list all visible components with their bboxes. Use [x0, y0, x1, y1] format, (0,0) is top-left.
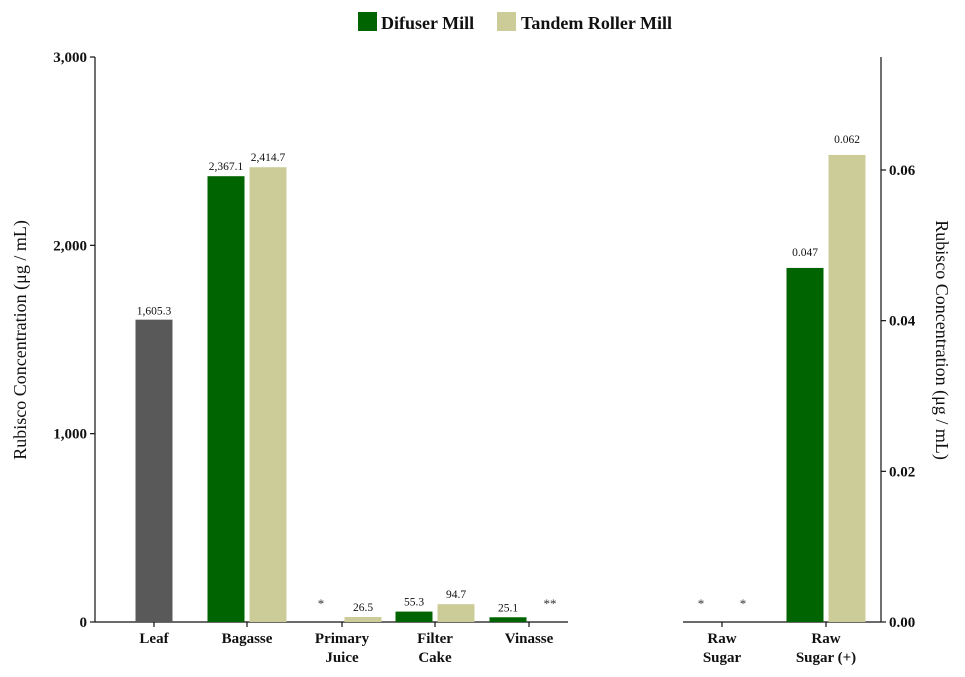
- data-label-bagasse-tandem-roller-mill: 2,414.7: [251, 152, 286, 164]
- category-label-filter-cake: Filter Cake: [417, 631, 453, 666]
- right-y-tick-label: 0.02: [889, 464, 915, 480]
- category-label-leaf: Leaf: [139, 631, 169, 647]
- right-y-tick-label: 0.00: [889, 615, 915, 631]
- data-label-raw-sugar-tandem-roller-mill: 0.062: [834, 134, 860, 146]
- category-label-raw-sugar: Raw Sugar (+): [796, 631, 856, 666]
- bar-raw-sugar-tandem-roller-mill: [828, 154, 866, 622]
- left-y-axis-title: Rubisco Concentration (μg / mL): [10, 220, 31, 460]
- bar-bagasse-difuser-mill: [207, 176, 245, 622]
- data-label-leaf: 1,605.3: [137, 306, 172, 318]
- bar-leaf: [135, 319, 173, 622]
- legend-swatch-tandem-roller-mill: [497, 12, 516, 31]
- bar-vinasse-difuser-mill: [489, 617, 527, 622]
- data-label-filter-cake-difuser-mill: 55.3: [404, 597, 424, 609]
- legend-label-tandem-roller-mill: Tandem Roller Mill: [521, 13, 672, 33]
- not-detected-marker-raw-sugar-difuser-mill: *: [698, 596, 705, 611]
- bar-primary-juice-tandem-roller-mill: [344, 617, 382, 622]
- data-label-raw-sugar-difuser-mill: 0.047: [792, 247, 818, 259]
- data-label-bagasse-difuser-mill: 2,367.1: [209, 161, 244, 173]
- category-label-primary-juice: Primary Juice: [315, 631, 370, 666]
- left-y-tick-label: 1,000: [53, 427, 87, 443]
- right-panel: 0.00 0.02 0.04 0.06 Rubisco Concentration (μ…: [683, 57, 952, 666]
- right-y-tick-label: 0.06: [889, 163, 916, 179]
- left-y-tick-label: 2,000: [53, 238, 87, 254]
- data-label-filter-cake-tandem-roller-mill: 94.7: [446, 589, 466, 601]
- bar-bagasse-tandem-roller-mill: [249, 167, 287, 622]
- bar-filter-cake-difuser-mill: [395, 611, 433, 622]
- bar-filter-cake-tandem-roller-mill: [437, 604, 475, 622]
- category-label-bagasse: Bagasse: [222, 631, 273, 647]
- not-detected-marker-primary-juice-difuser-mill: *: [318, 596, 325, 611]
- data-label-primary-juice-tandem-roller-mill: 26.5: [353, 602, 373, 614]
- legend-label-difuser-mill: Difuser Mill: [381, 13, 474, 33]
- not-detected-marker-raw-sugar-tandem-roller-mill: *: [740, 596, 747, 611]
- not-detected-marker-vinasse-tandem-roller-mill: **: [544, 596, 557, 611]
- left-panel: 0 1,000 2,000 3,000 Rubisco Concentration (μ…: [10, 50, 568, 666]
- right-y-tick-label: 0.04: [889, 314, 916, 330]
- legend: Difuser Mill Tandem Roller Mill: [358, 12, 672, 33]
- data-label-vinasse-difuser-mill: 25.1: [498, 602, 518, 614]
- left-y-tick-label: 0: [80, 615, 88, 631]
- legend-swatch-difuser-mill: [358, 12, 377, 31]
- bar-raw-sugar-difuser-mill: [786, 267, 824, 622]
- left-y-tick-label: 3,000: [53, 50, 87, 66]
- right-y-axis-title: Rubisco Concentration (μg / mL): [931, 220, 952, 460]
- category-label-raw-sugar: Raw Sugar: [703, 631, 742, 666]
- category-label-vinasse: Vinasse: [505, 631, 554, 647]
